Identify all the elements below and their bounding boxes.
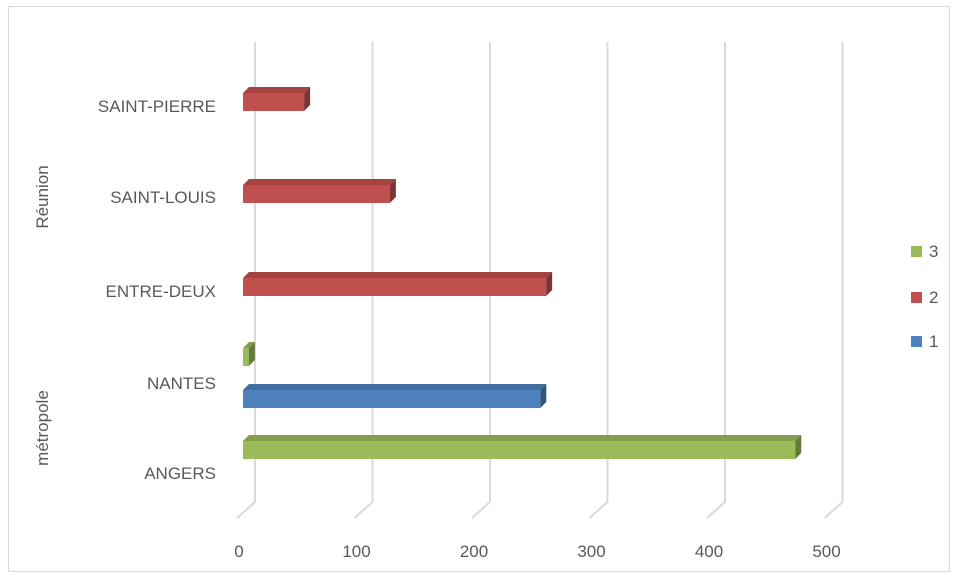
gridline-floor [471, 501, 491, 519]
bar-3-angers [243, 441, 796, 459]
x-tick-label: 300 [577, 542, 605, 561]
bar-side-face [540, 384, 547, 408]
legend-swatch-1 [911, 336, 922, 347]
x-tick-label: 100 [342, 542, 370, 561]
gridlines [236, 42, 844, 519]
bar-top-face [243, 87, 311, 93]
group-label: Réunion [33, 165, 52, 228]
gridline-floor [588, 501, 609, 519]
category-label: SAINT-LOUIS [110, 188, 216, 207]
legend: 3 2 1 [911, 242, 938, 351]
category-label: ANGERS [144, 464, 216, 483]
bar-3-nantes [243, 348, 249, 366]
labels: 0 100 200 300 400 500 ANGERS NANTES ENTRE-DEUX SA… [33, 97, 841, 561]
bar-side-face [304, 87, 311, 111]
bar-2-saint-pierre [243, 93, 305, 111]
legend-label-3: 3 [929, 242, 938, 261]
x-tick-label: 400 [695, 542, 723, 561]
x-tick-label: 200 [460, 542, 488, 561]
bar-side-face [546, 272, 553, 296]
legend-label-2: 2 [929, 288, 938, 307]
bar-top-face [243, 384, 547, 390]
bar-2-saint-louis [243, 185, 390, 203]
x-tick-label: 0 [234, 542, 243, 561]
bar-2-entre-deux [243, 278, 547, 296]
legend-swatch-2 [911, 292, 922, 303]
legend-label-1: 1 [929, 332, 938, 351]
gridline-floor [353, 501, 374, 519]
category-label: ENTRE-DEUX [105, 282, 216, 301]
bar-top-face [243, 179, 396, 185]
category-label: NANTES [147, 374, 216, 393]
group-label: métropole [33, 390, 52, 466]
gridline-floor [823, 501, 844, 519]
gridline-floor [236, 501, 256, 519]
bar-1-nantes [243, 390, 541, 408]
bar-side-face [389, 179, 396, 203]
bar-side-face [248, 342, 255, 366]
x-tick-label: 500 [812, 542, 840, 561]
bar-side-face [795, 435, 802, 459]
gridline-floor [706, 501, 726, 519]
bar-top-face [243, 435, 802, 441]
bar-top-face [243, 342, 255, 348]
legend-swatch-3 [911, 246, 922, 257]
category-label: SAINT-PIERRE [98, 97, 216, 116]
bars [243, 87, 802, 459]
bar-top-face [243, 272, 553, 278]
